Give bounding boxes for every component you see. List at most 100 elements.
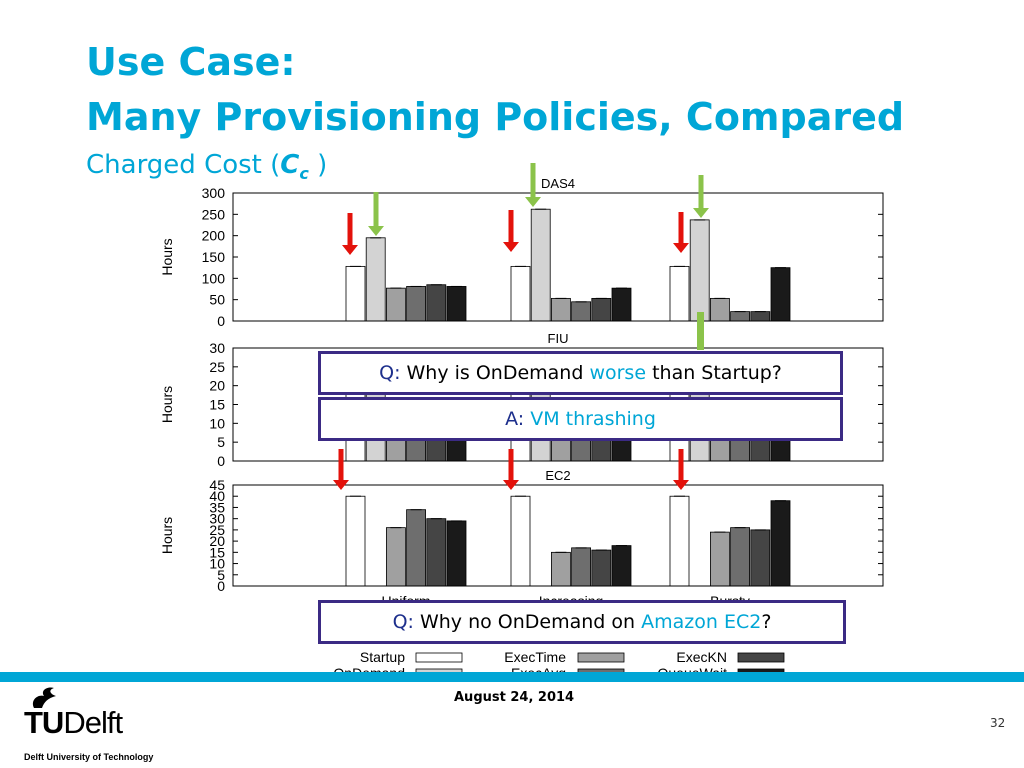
panel-title: EC2 — [545, 468, 570, 483]
bar — [385, 287, 406, 322]
legend-swatch — [415, 652, 463, 663]
bar — [669, 265, 690, 322]
y-tick-label: 25 — [209, 359, 225, 375]
y-tick-label: 15 — [209, 544, 225, 560]
page-number: 32 — [990, 716, 1006, 730]
bar — [571, 301, 591, 322]
question-text-b: than Startup? — [646, 362, 782, 384]
red-arrow-head — [673, 243, 689, 253]
tu-delft-logo: TUDelft — [24, 705, 123, 741]
bar — [669, 495, 690, 587]
y-tick-label: 30 — [209, 340, 225, 356]
y-tick-label: 40 — [209, 488, 225, 504]
red-arrow-head — [342, 245, 358, 255]
bar — [551, 297, 571, 322]
question-highlight: Amazon EC2 — [641, 611, 762, 633]
plot-frame — [232, 192, 884, 322]
red-arrow-head — [503, 242, 519, 252]
y-tick-label: 5 — [217, 567, 225, 583]
bar — [530, 208, 551, 322]
y-axis-label: Hours — [159, 386, 175, 423]
question-box-1: Q: Why is OnDemand worse than Startup? — [318, 351, 843, 395]
y-tick-label: 200 — [202, 228, 226, 244]
y-tick-label: 150 — [202, 249, 226, 265]
y-tick-label: 25 — [209, 522, 225, 538]
question-label: Q: — [379, 362, 401, 384]
bar — [710, 297, 730, 322]
bar — [426, 518, 447, 587]
bar — [770, 267, 791, 322]
answer-label: A: — [505, 408, 525, 430]
bar — [730, 311, 750, 322]
y-tick-label: 35 — [209, 499, 225, 515]
bar — [510, 265, 531, 322]
y-tick-label: 250 — [202, 206, 226, 222]
panel-title: FIU — [548, 331, 569, 346]
subtitle-prefix: Charged Cost ( — [86, 150, 281, 180]
green-arrow — [697, 312, 704, 350]
question-text-a: Why is OnDemand — [400, 362, 590, 384]
bar — [406, 286, 427, 322]
question-text-b: ? — [761, 611, 772, 633]
bar — [730, 527, 750, 587]
y-tick-label: 0 — [217, 453, 225, 469]
bar — [446, 520, 467, 587]
bar — [571, 547, 591, 587]
y-axis-label: Hours — [159, 238, 175, 275]
red-arrow-head — [333, 480, 349, 490]
bar — [611, 545, 632, 587]
y-axis-label: Hours — [159, 517, 175, 554]
y-tick-label: 0 — [217, 313, 225, 329]
legend-label: ExecTime — [504, 649, 566, 665]
y-tick-label: 45 — [209, 477, 225, 493]
logo-tu: TU — [24, 705, 64, 740]
slide-title-line2: Many Provisioning Policies, Compared — [86, 95, 905, 139]
red-arrow-head — [673, 480, 689, 490]
bar — [365, 237, 386, 322]
question-text-a: Why no OnDemand on — [413, 611, 642, 633]
bar — [345, 265, 366, 322]
flame-logo-icon — [32, 687, 56, 708]
legend-swatch — [577, 652, 625, 663]
y-tick-label: 5 — [217, 434, 225, 450]
bar — [551, 551, 571, 587]
green-arrow-head — [693, 208, 709, 218]
bar — [385, 527, 406, 587]
y-tick-label: 300 — [202, 185, 226, 201]
bar — [406, 509, 427, 587]
y-tick-label: 15 — [209, 397, 225, 413]
bar-chart: DAS4050100150200250300HoursFIU0510152025… — [159, 163, 884, 680]
y-tick-label: 100 — [202, 270, 226, 286]
bar — [750, 529, 771, 587]
bar — [446, 286, 467, 322]
red-arrow-head — [503, 480, 519, 490]
y-tick-label: 10 — [209, 556, 225, 572]
answer-highlight: VM thrashing — [524, 408, 656, 430]
bar — [345, 495, 366, 587]
bar — [689, 219, 710, 322]
legend-label: ExecKN — [676, 649, 727, 665]
plot-frame — [232, 484, 884, 587]
bar — [750, 311, 771, 322]
y-tick-label: 0 — [217, 578, 225, 594]
panel-title: DAS4 — [541, 176, 575, 191]
bar — [426, 284, 447, 322]
footer-bar — [0, 672, 1024, 682]
subtitle-symbol: C — [280, 150, 300, 180]
logo-delft: Delft — [63, 705, 123, 740]
question-label: Q: — [392, 611, 414, 633]
slide-title-line1: Use Case: — [86, 40, 296, 84]
university-name: Delft University of Technology — [24, 752, 154, 762]
bar — [591, 549, 612, 587]
y-tick-label: 10 — [209, 415, 225, 431]
y-tick-label: 20 — [209, 533, 225, 549]
question-box-2: Q: Why no OnDemand on Amazon EC2? — [318, 600, 846, 644]
slide-date: August 24, 2014 — [454, 690, 575, 705]
y-tick-label: 30 — [209, 511, 225, 527]
y-tick-label: 50 — [209, 292, 225, 308]
green-arrow-head — [368, 226, 384, 236]
green-arrow-head — [525, 197, 541, 207]
subtitle-suffix: ) — [308, 150, 328, 180]
legend-swatch — [737, 652, 785, 663]
slide-subtitle: Charged Cost (Cc ) — [86, 148, 327, 191]
